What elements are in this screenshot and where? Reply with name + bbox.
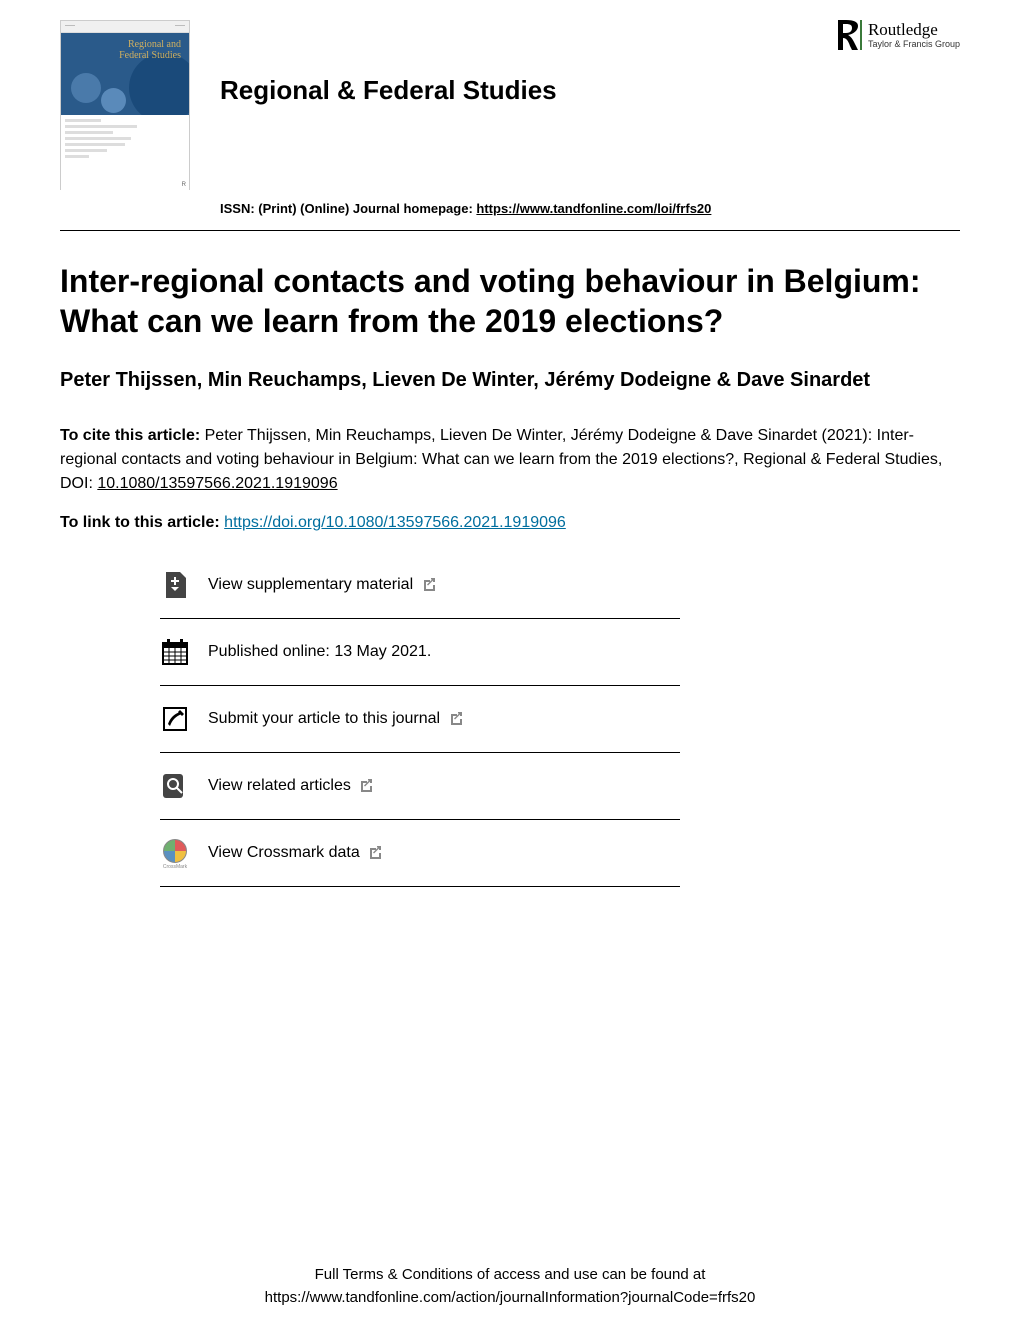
cover-bottom: R [61, 115, 189, 191]
footer-line2: https://www.tandfonline.com/action/journ… [0, 1287, 1020, 1310]
journal-cover-thumbnail: ———— Regional and Federal Studies R [60, 20, 190, 190]
main-content: Inter-regional contacts and voting behav… [0, 231, 1020, 887]
cite-label: To cite this article: [60, 427, 205, 444]
footer-line1: Full Terms & Conditions of access and us… [0, 1264, 1020, 1287]
journal-homepage-link[interactable]: https://www.tandfonline.com/loi/frfs20 [476, 201, 711, 216]
issn-prefix: ISSN: (Print) (Online) Journal homepage: [220, 201, 476, 216]
link-line: To link to this article: https://doi.org… [60, 514, 960, 532]
related-label: View related articles [208, 777, 351, 794]
published-info: Published online: 13 May 2021. [160, 619, 680, 686]
publisher-tagline: Taylor & Francis Group [868, 40, 960, 49]
crossmark-icon: CrossMark [160, 838, 190, 868]
supplementary-action[interactable]: View supplementary material [160, 562, 680, 619]
external-link-icon [422, 578, 435, 591]
article-authors: Peter Thijssen, Min Reuchamps, Lieven De… [60, 367, 960, 394]
external-link-icon [359, 779, 372, 792]
article-title: Inter-regional contacts and voting behav… [60, 261, 960, 341]
calendar-icon [160, 637, 190, 667]
submit-icon [160, 704, 190, 734]
routledge-logo-icon [834, 18, 862, 52]
cover-topbar: ———— [61, 21, 189, 33]
supplementary-label: View supplementary material [208, 576, 413, 593]
publisher-logo: Routledge Taylor & Francis Group [834, 18, 960, 52]
article-doi-link[interactable]: https://doi.org/10.1080/13597566.2021.19… [224, 514, 566, 531]
external-link-icon [449, 712, 462, 725]
cover-title-area: Regional and Federal Studies [61, 33, 189, 115]
header: ———— Regional and Federal Studies R Regi… [0, 0, 1020, 230]
journal-title: Regional & Federal Studies [220, 75, 557, 106]
submit-action[interactable]: Submit your article to this journal [160, 686, 680, 753]
link-label: To link to this article: [60, 514, 224, 531]
related-action[interactable]: View related articles [160, 753, 680, 820]
related-icon [160, 771, 190, 801]
crossmark-label: View Crossmark data [208, 844, 360, 861]
action-list: View supplementary material [160, 562, 680, 887]
submit-label: Submit your article to this journal [208, 710, 440, 727]
citation-block: To cite this article: Peter Thijssen, Mi… [60, 424, 960, 496]
publisher-name: Routledge [868, 21, 960, 38]
published-label: Published online: 13 May 2021. [208, 643, 431, 661]
crossmark-action[interactable]: CrossMark View Crossmark data [160, 820, 680, 887]
issn-line: ISSN: (Print) (Online) Journal homepage:… [220, 201, 711, 216]
cite-doi[interactable]: 10.1080/13597566.2021.1919096 [97, 475, 337, 492]
svg-text:CrossMark: CrossMark [163, 864, 188, 868]
footer: Full Terms & Conditions of access and us… [0, 1264, 1020, 1309]
supplementary-icon [160, 570, 190, 600]
external-link-icon [368, 846, 381, 859]
cover-journal-name: Regional and Federal Studies [119, 39, 181, 61]
